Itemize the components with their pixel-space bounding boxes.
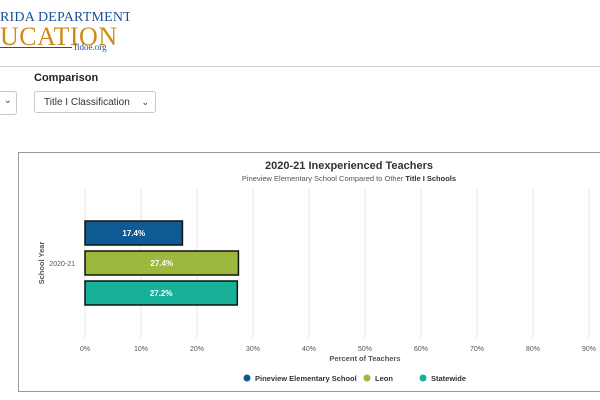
legend-marker: [363, 374, 371, 382]
legend-marker: [243, 374, 251, 382]
bar-data-label: 17.4%: [122, 229, 145, 238]
comparison-select[interactable]: Title I Classification ⌄: [34, 91, 156, 113]
header-divider: [0, 66, 600, 67]
legend-item-label[interactable]: Pineview Elementary School: [255, 374, 357, 383]
fldoe-logo[interactable]: RIDA DEPARTMENT OF UCATION fldoe.org: [0, 0, 130, 60]
legend-item-label[interactable]: Leon: [375, 374, 393, 383]
y-axis-title: School Year: [37, 242, 46, 285]
x-tick-label: 90%: [582, 346, 596, 353]
bar-leon[interactable]: [84, 250, 240, 276]
x-tick-label: 80%: [526, 346, 540, 353]
comparison-selected-value: Title I Classification: [44, 97, 130, 108]
legend-item-label[interactable]: Statewide: [431, 374, 466, 383]
x-tick-label: 30%: [246, 346, 260, 353]
x-tick-label: 60%: [414, 346, 428, 353]
bar-pineview-elementary-school[interactable]: [84, 220, 184, 246]
logo-main-text: UCATION: [0, 22, 118, 51]
bar-data-label: 27.2%: [150, 289, 173, 298]
chart-title: 2020-21 Inexperienced Teachers: [265, 160, 433, 172]
x-tick-label: 40%: [302, 346, 316, 353]
logo-url-text: fldoe.org: [74, 42, 107, 52]
x-tick-label: 10%: [134, 346, 148, 353]
chart-subtitle: Pineview Elementary School Compared to O…: [242, 174, 456, 183]
legend-marker: [419, 374, 427, 382]
chevron-down-icon: ⌄: [3, 95, 12, 106]
comparison-label: Comparison: [34, 72, 99, 84]
logo-top-text: RIDA DEPARTMENT OF: [0, 10, 130, 25]
bar-statewide[interactable]: [84, 280, 239, 306]
bar-data-label: 27.4%: [150, 259, 173, 268]
chart-subtitle-bold: Title I Schools: [405, 174, 456, 183]
x-axis-title: Percent of Teachers: [329, 354, 400, 363]
school-year-select[interactable]: ⌄: [0, 91, 17, 115]
chevron-down-icon: ⌄: [141, 97, 149, 107]
chart-subtitle-prefix: Pineview Elementary School Compared to O…: [242, 174, 405, 183]
logo-divider: [0, 47, 72, 48]
x-tick-label: 50%: [358, 346, 372, 353]
chart-panel: 2020-21 Inexperienced Teachers Pineview …: [18, 152, 600, 392]
x-tick-label: 0%: [80, 346, 90, 353]
bar-chart: 2020-21 Inexperienced Teachers Pineview …: [37, 160, 596, 383]
x-tick-label: 70%: [470, 346, 484, 353]
x-tick-label: 20%: [190, 346, 204, 353]
y-category-label: 2020-21: [49, 261, 75, 268]
